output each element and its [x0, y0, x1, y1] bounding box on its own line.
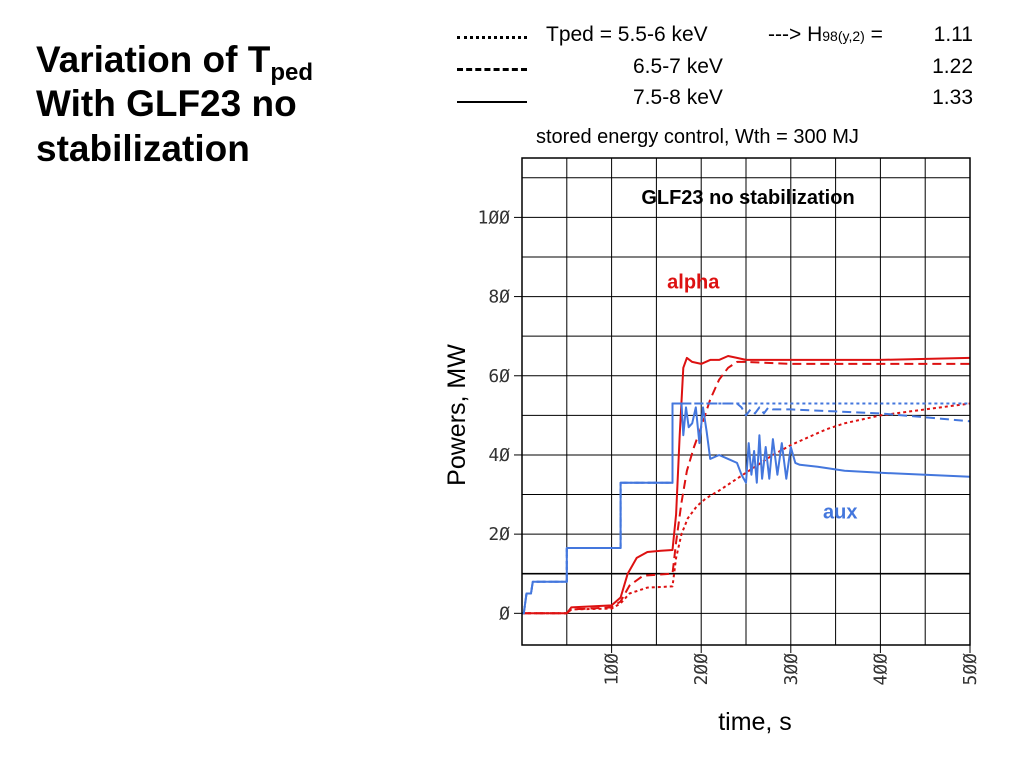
legend-label-1: Tped = 5.5-6 keV: [546, 23, 708, 46]
legend-h-subscript: 98(y,2): [822, 28, 865, 44]
series-line-alpha-solid: [522, 355, 971, 615]
legend-label-3: 7.5-8 keV: [633, 86, 723, 109]
slide-title-line2: With GLF23 no: [36, 83, 297, 125]
chart-annotations: alpha aux: [667, 272, 857, 524]
y-tick-label: 2Ø: [488, 524, 510, 545]
legend-hvalue-3: 1.33: [932, 86, 973, 109]
annotation-alpha: alpha: [667, 272, 720, 294]
x-tick-label: 5ØØ: [960, 653, 981, 686]
legend-h-expression: ---> H98(y,2) =: [768, 23, 889, 47]
x-tick-label: 1ØØ: [602, 653, 623, 686]
x-axis-title: time, s: [718, 708, 792, 736]
legend-hvalue-1: 1.11: [933, 23, 973, 46]
y-axis-title: Powers, MW: [443, 344, 471, 486]
legend-hvalue-2: 1.22: [932, 55, 973, 78]
series-line-aux-dotted: [522, 402, 970, 615]
plot-frame: [521, 157, 971, 646]
y-tick-label: Ø: [499, 603, 510, 624]
x-tick-label: 2ØØ: [691, 653, 712, 686]
series-line-alpha-dashed: [522, 360, 970, 615]
x-tick-label: 3ØØ: [781, 653, 802, 686]
chart-grid: [522, 158, 970, 645]
slide-title-line1: Variation of Tped: [36, 39, 314, 86]
chart-subtitle: stored energy control, Wth = 300 MJ: [536, 126, 859, 148]
annotation-aux: aux: [823, 501, 857, 523]
slide-title: Variation of Tped With GLF23 no stabiliz…: [36, 38, 416, 171]
y-tick-label: 8Ø: [488, 287, 510, 308]
series-line-alpha-dotted: [522, 402, 971, 615]
y-tick-label: 4Ø: [488, 445, 510, 466]
slide-title-line3: stabilization: [36, 127, 250, 169]
chart-series: [522, 355, 971, 615]
legend-swatch-solid: [457, 101, 527, 103]
legend-h-equals: =: [864, 23, 889, 46]
chart-inner-title: GLF23 no stabilization: [641, 187, 854, 209]
chart-frame: [521, 157, 971, 646]
legend-swatch-dashed: [457, 68, 527, 71]
chart-ticks: Ø 2Ø 4Ø 6Ø 8Ø 1ØØ 1ØØ 2ØØ 3ØØ 4ØØ 5ØØ: [477, 207, 981, 685]
series-line-aux-dashed: [522, 402, 971, 615]
x-tick-label: 4ØØ: [870, 653, 891, 686]
y-tick-label: 6Ø: [488, 366, 510, 387]
legend-swatch-dotted: [457, 36, 527, 39]
slide-title-subscript: ped: [270, 59, 314, 86]
legend-label-2: 6.5-7 keV: [633, 55, 723, 78]
y-tick-label: 1ØØ: [477, 207, 510, 228]
legend-h-arrow: ---> H: [768, 23, 823, 46]
